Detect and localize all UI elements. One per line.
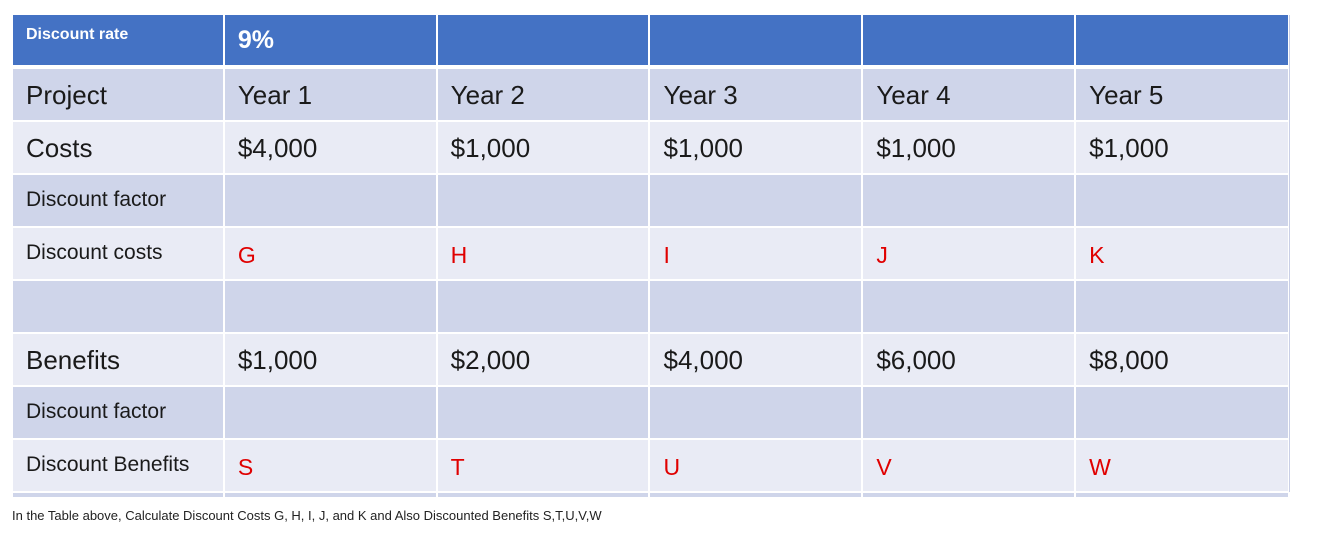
table-cell: $6,000 <box>863 334 1077 385</box>
row-label: Discount factor <box>13 387 225 438</box>
table-cell <box>224 281 438 332</box>
placeholder-j: J <box>876 242 888 268</box>
placeholder-t: T <box>450 454 465 480</box>
table-cell: $1,000 <box>224 334 438 385</box>
column-header-year-2: Year 2 <box>437 69 651 120</box>
header-empty-cell <box>863 15 1077 65</box>
row-label: Benefits <box>13 334 225 385</box>
table-cell <box>1076 387 1290 438</box>
table-cell: H <box>437 228 651 279</box>
table-cell: W <box>1076 440 1290 491</box>
table-cell <box>437 175 651 226</box>
discount-rate-row: Discount rate 9% <box>13 15 1290 65</box>
table-cell: $1,000 <box>437 122 651 173</box>
discount-rate-label: Discount rate <box>26 26 129 43</box>
placeholder-g: G <box>237 242 256 268</box>
column-header-year-5: Year 5 <box>1076 69 1290 120</box>
table-cell <box>224 175 438 226</box>
table-cell <box>437 387 651 438</box>
column-header-year-1: Year 1 <box>224 69 438 120</box>
placeholder-w: W <box>1089 454 1111 480</box>
table-cell <box>1076 281 1290 332</box>
table-cell: V <box>863 440 1077 491</box>
table-cell <box>1076 175 1290 226</box>
table-cell <box>224 387 438 438</box>
table-cell: $8,000 <box>1076 334 1290 385</box>
placeholder-s: S <box>237 454 254 480</box>
placeholder-u: U <box>663 454 681 480</box>
table-right-edge <box>1289 15 1290 492</box>
table-cell: $1,000 <box>650 122 864 173</box>
question-text: In the Table above, Calculate Discount C… <box>12 508 602 523</box>
table-cell: U <box>650 440 864 491</box>
table-cell <box>863 387 1077 438</box>
header-empty-cell <box>650 15 864 65</box>
project-years-row: Project Year 1 Year 2 Year 3 Year 4 Year… <box>13 69 1290 120</box>
placeholder-h: H <box>450 242 468 268</box>
table-cell <box>650 281 864 332</box>
table-cell: G <box>224 228 438 279</box>
placeholder-v: V <box>876 454 892 480</box>
table-cell <box>650 387 864 438</box>
discount-costs-row: Discount costs G H I J K <box>13 228 1290 279</box>
cost-discount-factor-row: Discount factor <box>13 175 1290 226</box>
row-label: Discount factor <box>13 175 225 226</box>
discount-benefits-row: Discount Benefits S T U V W <box>13 440 1290 491</box>
table-cell: S <box>224 440 438 491</box>
table-cell <box>863 281 1077 332</box>
table-cell: I <box>650 228 864 279</box>
row-label: Discount Benefits <box>13 440 225 491</box>
column-header-project: Project <box>13 69 225 120</box>
costs-row: Costs $4,000 $1,000 $1,000 $1,000 $1,000 <box>13 122 1290 173</box>
placeholder-k: K <box>1089 242 1105 268</box>
header-empty-cell <box>1076 15 1290 65</box>
discount-rate-label-cell: Discount rate <box>13 15 225 65</box>
table-cell: J <box>863 228 1077 279</box>
table-cell: $1,000 <box>863 122 1077 173</box>
spacer-row <box>13 281 1290 332</box>
row-label: Costs <box>13 122 225 173</box>
header-empty-cell <box>437 15 651 65</box>
column-header-year-4: Year 4 <box>863 69 1077 120</box>
table-cell: K <box>1076 228 1290 279</box>
row-label: Discount costs <box>13 228 225 279</box>
table-cell <box>863 175 1077 226</box>
table-cell <box>437 281 651 332</box>
benefit-discount-factor-row: Discount factor <box>13 387 1290 438</box>
cut-off-row <box>13 493 1290 497</box>
benefits-row: Benefits $1,000 $2,000 $4,000 $6,000 $8,… <box>13 334 1290 385</box>
table-cell <box>13 281 225 332</box>
table-cell: T <box>437 440 651 491</box>
table-cell: $4,000 <box>650 334 864 385</box>
placeholder-i: I <box>663 242 670 268</box>
discount-rate-value-cell: 9% <box>224 15 438 65</box>
discount-table: Discount rate 9% Project Year 1 Year 2 Y… <box>13 15 1290 497</box>
table-cell: $4,000 <box>224 122 438 173</box>
column-header-year-3: Year 3 <box>650 69 864 120</box>
table-cell <box>650 175 864 226</box>
table-cell: $2,000 <box>437 334 651 385</box>
table-cell: $1,000 <box>1076 122 1290 173</box>
discount-rate-value: 9% <box>237 26 274 54</box>
